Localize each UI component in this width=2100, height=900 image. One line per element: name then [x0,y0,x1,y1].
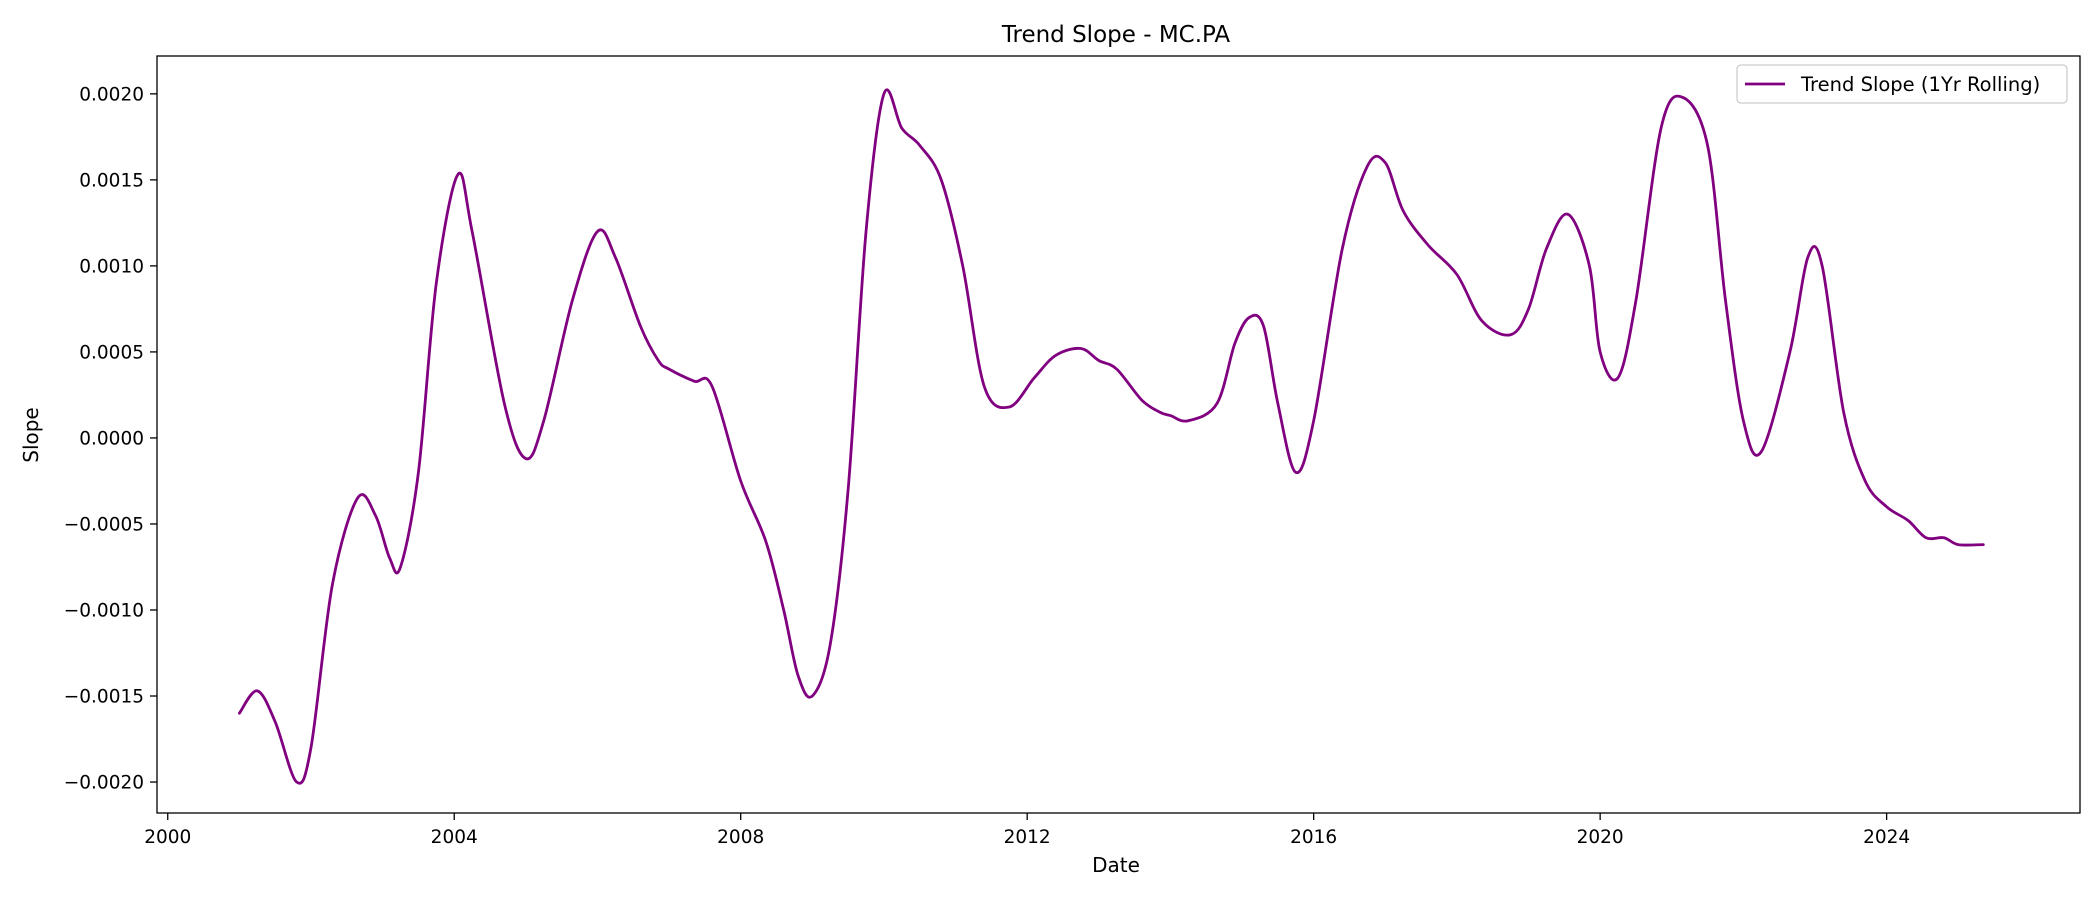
y-tick-label: −0.0020 [64,773,144,794]
x-axis-label: Date [1092,853,1140,877]
y-tick-label: 0.0020 [79,84,144,105]
y-tick-label: −0.0010 [64,600,144,621]
y-tick-label: −0.0005 [64,514,144,535]
x-tick-label: 2024 [1863,827,1910,848]
y-tick-label: 0.0010 [79,256,144,277]
x-tick-label: 2020 [1577,827,1624,848]
y-axis-ticks: −0.0020 −0.0015 −0.0010 −0.0005 0.0000 0.0005… [64,84,157,794]
x-axis-ticks: 2000 2004 2008 2012 2016 2020 2024 [144,813,1910,848]
axes-frame [156,55,2081,814]
x-tick-label: 2000 [144,827,191,848]
plot-area [156,55,2081,814]
legend-entry-label: Trend Slope (1Yr Rolling) [1800,73,2040,96]
x-tick-label: 2008 [717,827,764,848]
x-tick-label: 2004 [431,827,478,848]
legend: Trend Slope (1Yr Rolling) [1736,64,2068,104]
y-axis-label: Slope [19,407,43,463]
y-tick-label: 0.0005 [79,342,144,363]
y-tick-label: −0.0015 [64,687,144,708]
plot-background [157,56,2080,813]
y-tick-label: 0.0015 [79,170,144,191]
chart-title: Trend Slope - MC.PA [1001,22,1231,48]
legend-box [1736,64,2068,104]
x-tick-label: 2016 [1290,827,1337,848]
series-line-0 [237,88,1985,785]
y-tick-label: 0.0000 [79,428,144,449]
x-tick-label: 2012 [1004,827,1051,848]
